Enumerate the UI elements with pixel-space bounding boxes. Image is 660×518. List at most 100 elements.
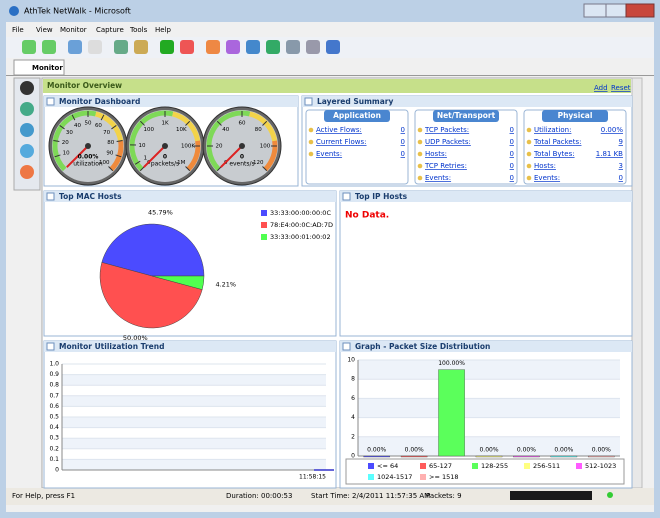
toolbar-button[interactable] xyxy=(42,40,56,54)
sidebar-button[interactable] xyxy=(20,123,34,137)
y-tick-label: 1.0 xyxy=(49,361,59,368)
collapse-button[interactable] xyxy=(46,97,55,106)
bar xyxy=(363,455,391,458)
gauge-band xyxy=(248,111,278,142)
legend-label: 1024-1517 xyxy=(377,473,412,481)
row-value[interactable]: 3 xyxy=(619,162,623,170)
row-label[interactable]: Hosts: xyxy=(534,162,556,170)
toolbar-button[interactable] xyxy=(266,40,280,54)
row-value[interactable]: 0 xyxy=(510,174,514,182)
scrollbar[interactable] xyxy=(631,77,643,489)
gauge-tick xyxy=(108,166,114,172)
toolbar-button[interactable] xyxy=(22,40,36,54)
menu-item[interactable]: Capture xyxy=(96,26,124,34)
tab-label: Monitor xyxy=(32,64,63,72)
status-duration: Duration: 00:00:53 xyxy=(226,492,292,500)
row-value[interactable]: 0 xyxy=(401,138,405,146)
row-label[interactable]: Total Packets: xyxy=(533,138,581,146)
grid-band xyxy=(358,398,620,418)
toolbar-button[interactable] xyxy=(160,40,174,54)
legend-swatch xyxy=(261,234,267,240)
row-value[interactable]: 0 xyxy=(401,150,405,158)
gauge-tick-label: 80 xyxy=(107,140,114,146)
row-icon xyxy=(417,127,423,133)
row-icon xyxy=(526,163,532,169)
row-value[interactable]: 0 xyxy=(510,138,514,146)
add-link[interactable]: Add xyxy=(594,84,608,92)
gauge-tick xyxy=(53,140,60,142)
row-label[interactable]: TCP Packets: xyxy=(424,126,469,134)
minimize-button[interactable] xyxy=(583,3,607,18)
legend-swatch xyxy=(420,474,426,480)
group-title: Application xyxy=(333,111,381,120)
menu-item[interactable]: Monitor xyxy=(60,26,87,34)
row-label[interactable]: Total Bytes: xyxy=(533,150,575,158)
collapse-button[interactable] xyxy=(46,342,55,351)
toolbar-button[interactable] xyxy=(246,40,260,54)
close-button[interactable] xyxy=(625,3,655,18)
gauge-tick-label: 50 xyxy=(85,121,92,127)
row-label[interactable]: Events: xyxy=(316,150,342,158)
toolbar-button[interactable] xyxy=(68,40,82,54)
bar xyxy=(550,455,578,458)
row-value[interactable]: 0 xyxy=(510,126,514,134)
toolbar-button[interactable] xyxy=(180,40,194,54)
gauge-band xyxy=(263,140,278,172)
gauge-tick xyxy=(54,154,61,158)
row-value[interactable]: 0.00% xyxy=(601,126,624,134)
row-label[interactable]: Active Flows: xyxy=(316,126,362,134)
legend-label: <= 64 xyxy=(377,462,398,470)
toolbar-button[interactable] xyxy=(134,40,148,54)
app-icon xyxy=(9,6,19,16)
row-value[interactable]: 0 xyxy=(510,150,514,158)
collapse-button[interactable] xyxy=(342,192,351,201)
menu-item[interactable]: File xyxy=(12,26,24,34)
panel-header xyxy=(340,341,632,352)
row-value[interactable]: 9 xyxy=(619,138,623,146)
row-icon xyxy=(417,175,423,181)
sidebar-button[interactable] xyxy=(20,102,34,116)
collapse-button[interactable] xyxy=(342,342,351,351)
maximize-button[interactable] xyxy=(605,3,627,18)
row-label[interactable]: TCP Retries: xyxy=(424,162,467,170)
row-label[interactable]: Events: xyxy=(534,174,560,182)
toolbar-button[interactable] xyxy=(286,40,300,54)
gauge-band xyxy=(52,110,97,172)
toolbar-button[interactable] xyxy=(88,40,102,54)
row-label[interactable]: Current Flows: xyxy=(316,138,367,146)
row-value[interactable]: 1.81 KB xyxy=(596,150,623,158)
grid-band xyxy=(358,360,620,380)
row-value[interactable]: 0 xyxy=(510,162,514,170)
reset-link[interactable]: Reset xyxy=(611,84,631,92)
toolbar-button[interactable] xyxy=(206,40,220,54)
panel-header xyxy=(44,96,298,107)
legend-label: 65-127 xyxy=(429,462,452,470)
toolbar-button[interactable] xyxy=(114,40,128,54)
toolbar-button[interactable] xyxy=(226,40,240,54)
gauge-tick xyxy=(139,166,145,172)
gauge-tick xyxy=(262,120,268,126)
menu-item[interactable]: View xyxy=(36,26,53,34)
gauge-band xyxy=(129,110,174,172)
gauge-tick xyxy=(116,140,123,142)
collapse-button[interactable] xyxy=(304,97,313,106)
menu-item[interactable]: Tools xyxy=(129,26,148,34)
collapse-button[interactable] xyxy=(46,192,55,201)
menu-item[interactable]: Help xyxy=(155,26,172,34)
sidebar-button[interactable] xyxy=(20,165,34,179)
y-tick-label: 0 xyxy=(351,453,355,460)
row-value[interactable]: 0 xyxy=(401,126,405,134)
pie-slice xyxy=(101,223,205,277)
row-label[interactable]: Events: xyxy=(425,174,451,182)
panel-title: Graph - Packet Size Distribution xyxy=(355,342,490,351)
sidebar-button[interactable] xyxy=(20,144,34,158)
gauge-tick-label: 10 xyxy=(63,151,70,157)
row-label[interactable]: Hosts: xyxy=(425,150,447,158)
gauge-tick xyxy=(100,114,105,121)
row-label[interactable]: UDP Packets: xyxy=(425,138,471,146)
toolbar-button[interactable] xyxy=(326,40,340,54)
row-value[interactable]: 0 xyxy=(619,174,623,182)
sidebar-button[interactable] xyxy=(20,81,34,95)
toolbar-button[interactable] xyxy=(306,40,320,54)
row-label[interactable]: Utilization: xyxy=(534,126,571,134)
